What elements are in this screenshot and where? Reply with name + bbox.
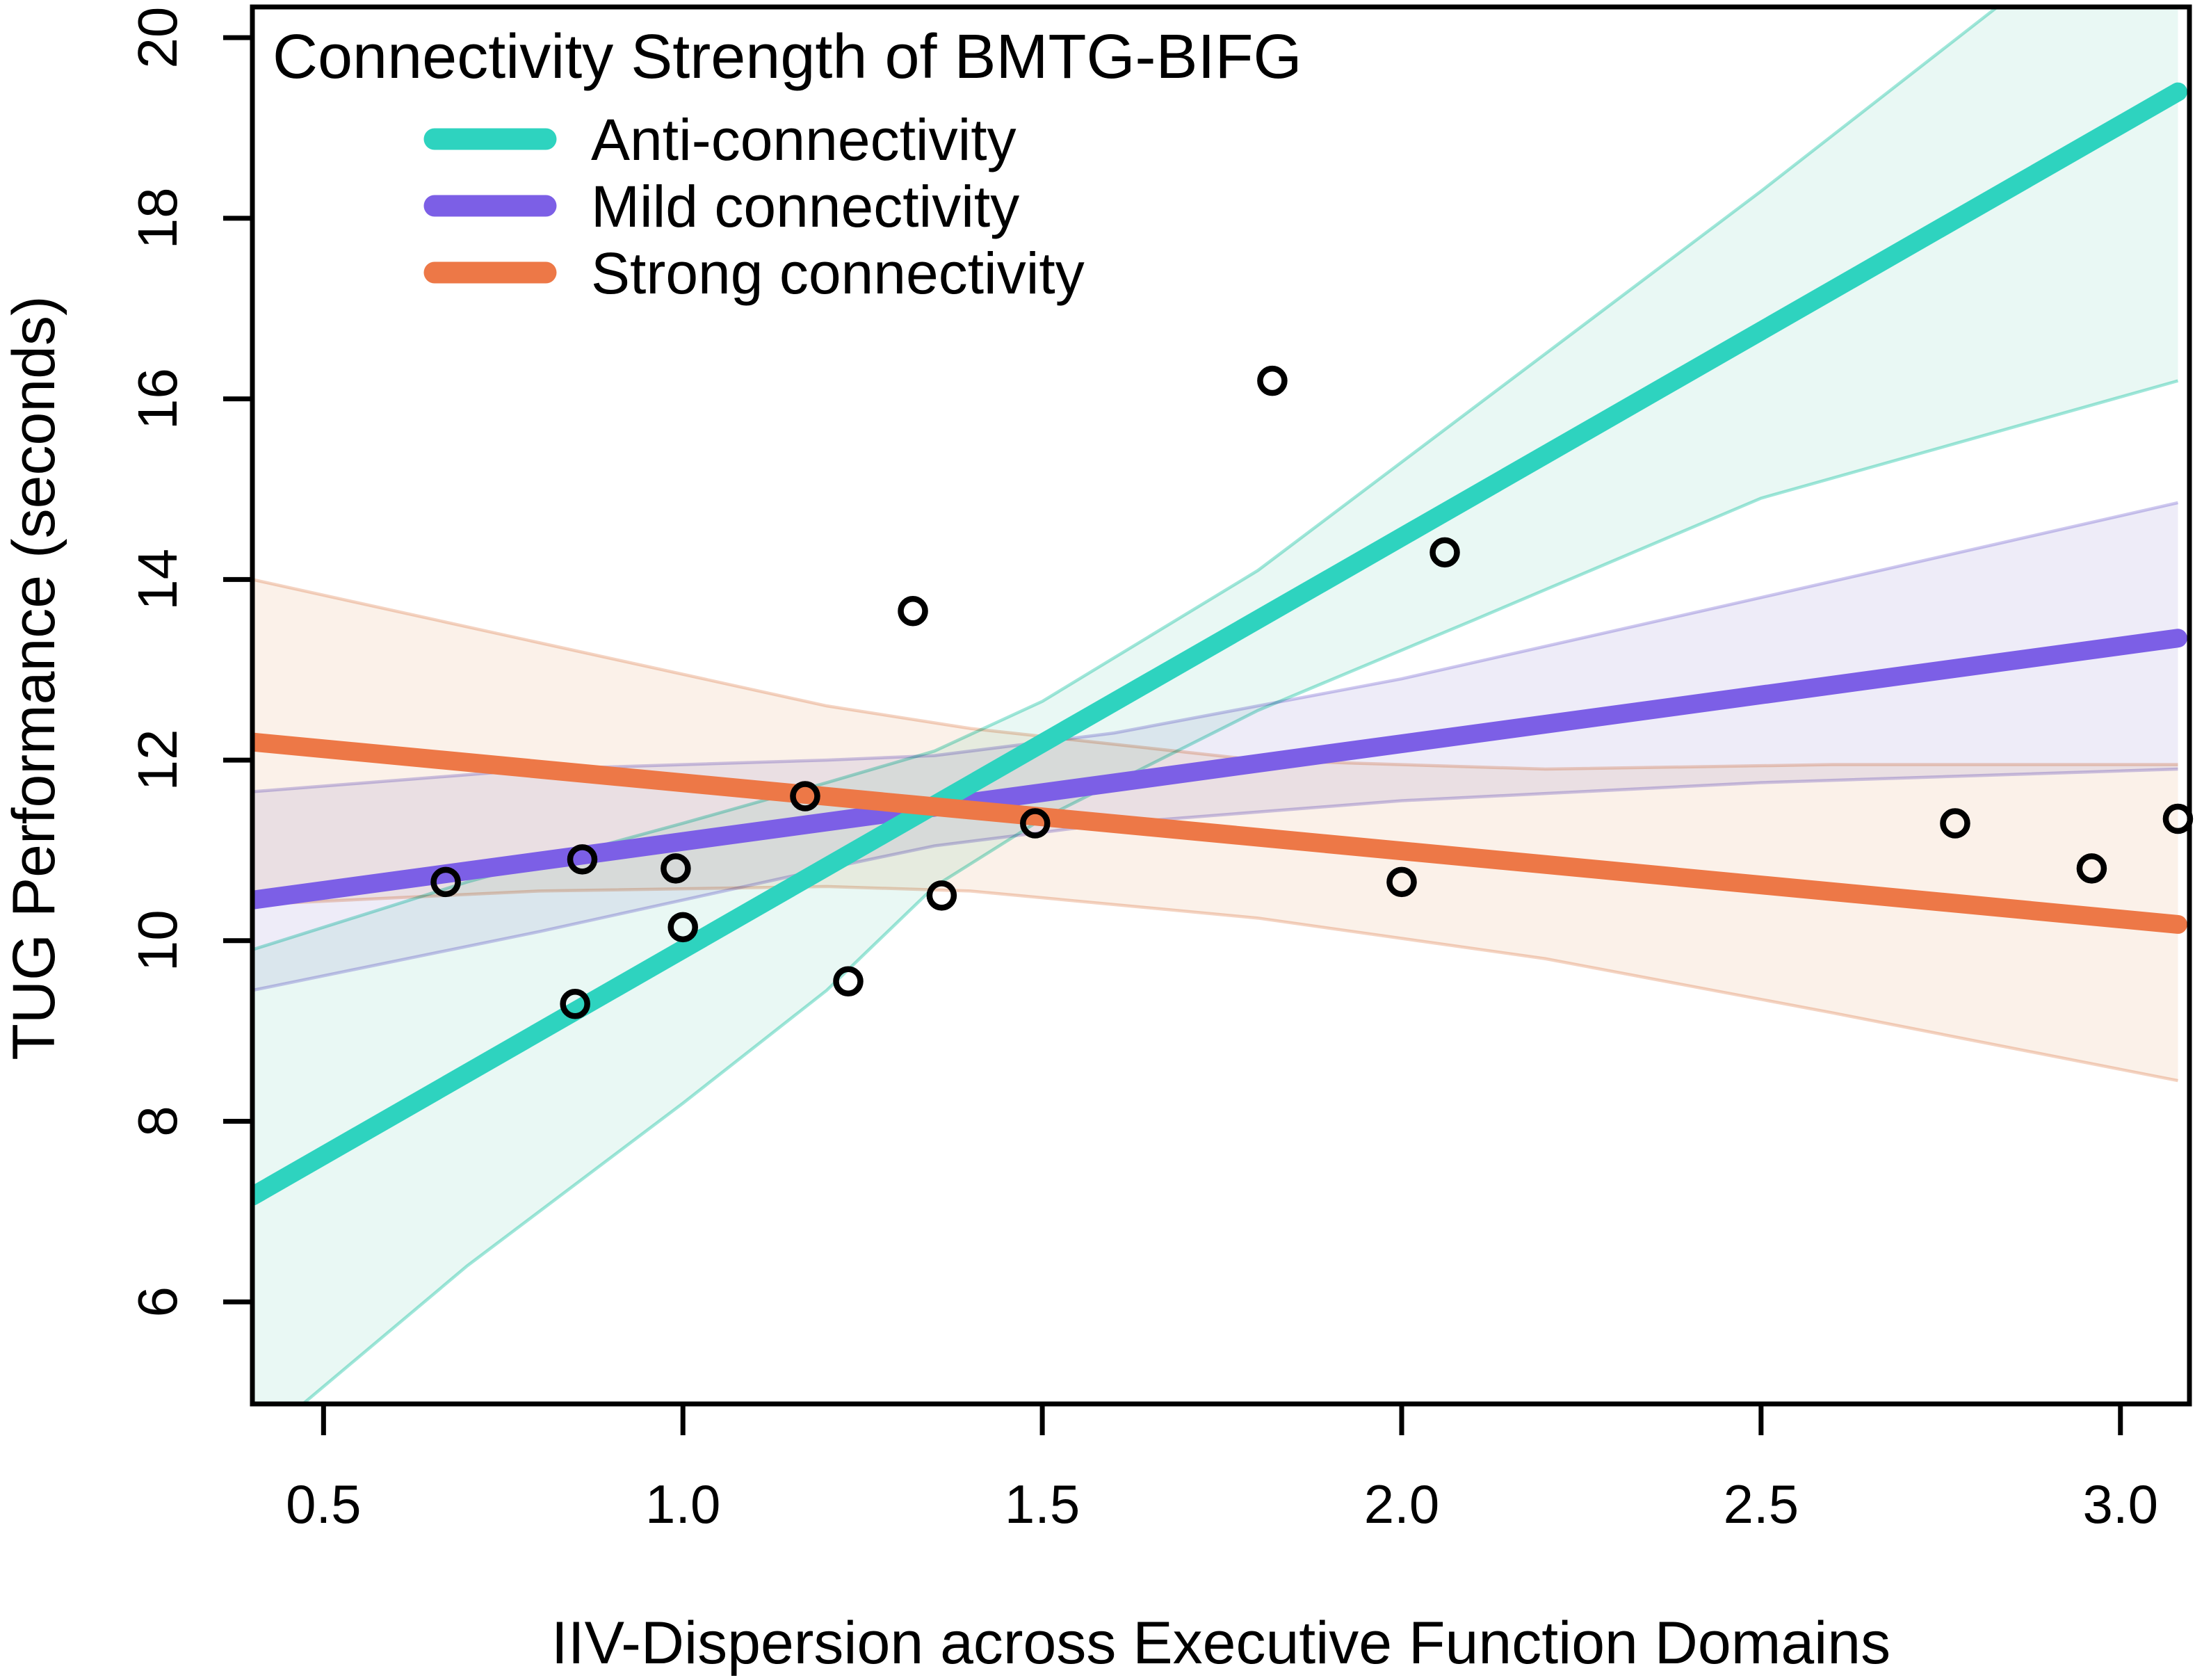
y-tick-label: 20 — [127, 7, 188, 69]
legend-label-mild: Mild connectivity — [591, 174, 1019, 239]
legend-label-strong: Strong connectivity — [591, 241, 1085, 306]
y-tick-label: 12 — [127, 729, 188, 791]
data-point — [1020, 808, 1051, 839]
data-point — [2076, 853, 2107, 884]
axes-layer: 0.5 1.0 1.5 2.0 2.5 3.0 6 8 10 12 14 16 18 20 IIV-Disp… — [1, 4, 2192, 1677]
confidence-band-strong-hi-edge — [252, 578, 2178, 771]
data-point — [1386, 866, 1417, 898]
legend-title: Connectivity Strength of BMTG-BIFG — [273, 22, 1302, 92]
y-tick-label: 14 — [127, 549, 188, 611]
data-point — [560, 988, 590, 1019]
data-point — [661, 853, 691, 884]
data-point — [430, 866, 461, 898]
x-tick-label: 1.5 — [1005, 1473, 1080, 1535]
x-tick-label: 0.5 — [286, 1473, 361, 1535]
y-tick-label: 16 — [127, 368, 188, 430]
x-tick-label: 1.0 — [645, 1473, 720, 1535]
data-point — [926, 880, 957, 911]
data-point — [1257, 365, 1288, 396]
y-tick-label: 10 — [127, 910, 188, 971]
legend: Connectivity Strength of BMTG-BIFG Anti-c… — [273, 22, 1302, 306]
y-tick-label: 6 — [127, 1286, 188, 1318]
x-tick-label: 2.5 — [1724, 1473, 1799, 1535]
y-tick-label: 18 — [127, 187, 188, 249]
data-point — [790, 781, 820, 811]
data-point — [1940, 808, 1970, 839]
plot-border — [250, 4, 2192, 1407]
data-point — [567, 844, 598, 875]
confidence-band-strong-lo-edge — [252, 885, 2178, 1083]
data-point — [833, 966, 864, 996]
confidence-bands-layer — [252, 7, 2179, 1404]
legend-label-anti: Anti-connectivity — [591, 107, 1016, 172]
data-points-layer — [430, 365, 2194, 1019]
x-axis-title: IIV-Dispersion across Executive Function… — [551, 1610, 1890, 1677]
regression-line-strong — [252, 732, 2187, 934]
regression-line-anti — [252, 82, 2187, 1206]
data-point — [898, 596, 928, 627]
x-tick-label: 3.0 — [2083, 1473, 2158, 1535]
confidence-band-anti — [252, 7, 2178, 1404]
data-point — [1429, 537, 1460, 568]
y-axis-title: TUG Performance (seconds) — [1, 296, 67, 1060]
x-tick-label: 2.0 — [1364, 1473, 1439, 1535]
y-tick-label: 8 — [127, 1106, 188, 1137]
data-point — [667, 912, 698, 943]
